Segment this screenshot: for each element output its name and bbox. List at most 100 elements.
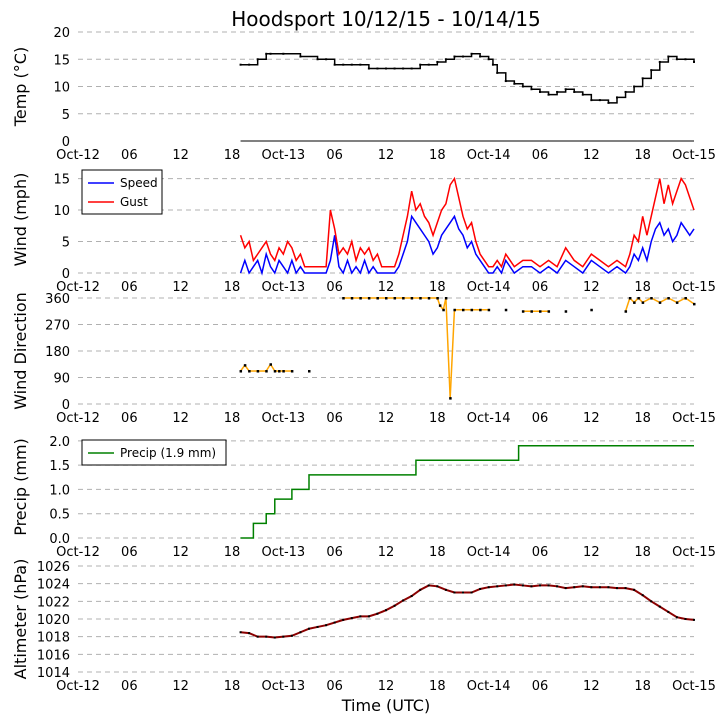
wind-x-tick-label: Oct-14 bbox=[467, 280, 511, 295]
wind-legend-label: Speed bbox=[120, 176, 158, 190]
altimeter-panel: 1014 1016 1018 1020 1022 1024 1026 Oct-12 06 12 18… bbox=[11, 559, 716, 694]
altimeter-y-tick-label: 1014 bbox=[37, 666, 70, 681]
altimeter-point bbox=[607, 586, 610, 589]
temp-point bbox=[479, 55, 482, 58]
altimeter-point bbox=[453, 591, 456, 594]
wind-x-tick-label: 06 bbox=[121, 280, 138, 295]
direction-point bbox=[290, 370, 294, 373]
direction-point bbox=[453, 308, 456, 312]
direction-point bbox=[684, 297, 687, 300]
altimeter-point bbox=[581, 585, 584, 588]
precip-x-tick-label: 18 bbox=[224, 545, 241, 560]
temp-point bbox=[410, 67, 413, 70]
direction-x-tick-label: 06 bbox=[532, 411, 549, 426]
direction-point bbox=[487, 308, 491, 312]
wind-x-tick-label: 12 bbox=[583, 280, 600, 295]
altimeter-point bbox=[359, 615, 362, 618]
precip-x-tick-label: Oct-12 bbox=[56, 545, 100, 560]
altimeter-point bbox=[444, 588, 447, 591]
wind-x-tick-label: 18 bbox=[224, 280, 241, 295]
direction-point bbox=[667, 297, 670, 300]
altimeter-point bbox=[658, 605, 661, 608]
altimeter-point bbox=[675, 616, 678, 619]
direction-point bbox=[530, 310, 533, 313]
altimeter-point bbox=[641, 594, 644, 597]
temp-point bbox=[641, 77, 644, 80]
temp-point bbox=[342, 63, 345, 66]
altimeter-point bbox=[684, 618, 687, 620]
altimeter-point bbox=[479, 587, 482, 590]
temp-y-tick-label: 15 bbox=[53, 53, 70, 68]
temp-y-tick-label: 5 bbox=[62, 108, 70, 123]
temp-point bbox=[650, 69, 653, 72]
direction-x-tick-label: 06 bbox=[326, 411, 343, 426]
direction-point bbox=[243, 364, 247, 367]
altimeter-point bbox=[436, 585, 439, 588]
altimeter-point bbox=[590, 586, 593, 589]
temp-point bbox=[547, 93, 550, 96]
precip-x-tick-label: Oct-13 bbox=[261, 545, 305, 560]
direction-point bbox=[521, 310, 525, 313]
direction-point bbox=[470, 308, 474, 312]
altimeter-point bbox=[667, 610, 670, 613]
wind-x-tick-label: 18 bbox=[634, 280, 651, 295]
altimeter-point bbox=[265, 635, 268, 638]
direction-point bbox=[248, 370, 251, 373]
altimeter-point bbox=[239, 631, 242, 634]
temp-point bbox=[675, 58, 678, 61]
wind-legend-label: Gust bbox=[120, 195, 148, 209]
altimeter-point bbox=[504, 584, 507, 587]
direction-point bbox=[427, 297, 431, 300]
temp-point bbox=[350, 63, 353, 66]
altimeter-x-tick-label: 06 bbox=[326, 679, 343, 694]
direction-x-tick-label: 12 bbox=[378, 411, 395, 426]
x-axis-label: Time (UTC) bbox=[341, 696, 430, 715]
altimeter-series-line bbox=[240, 583, 695, 639]
direction-point bbox=[444, 297, 448, 300]
altimeter-point bbox=[564, 587, 567, 590]
temp-point bbox=[333, 63, 336, 66]
altimeter-point bbox=[342, 618, 345, 621]
altimeter-point bbox=[385, 609, 387, 612]
direction-point bbox=[658, 301, 662, 304]
direction-point bbox=[282, 370, 285, 373]
wind-y-tick-label: 0 bbox=[62, 267, 70, 282]
temp-x-tick-label: 12 bbox=[583, 148, 600, 163]
altimeter-x-tick-label: Oct-14 bbox=[467, 679, 511, 694]
direction-point bbox=[650, 297, 653, 300]
temp-x-tick-label: 18 bbox=[224, 148, 241, 163]
temp-x-tick-label: Oct-12 bbox=[56, 148, 100, 163]
direction-segment bbox=[445, 297, 451, 399]
altimeter-point bbox=[427, 584, 430, 587]
precip-y-tick-label: 2.0 bbox=[49, 435, 70, 450]
altimeter-point bbox=[598, 586, 601, 589]
precip-legend-label: Precip (1.9 mm) bbox=[120, 446, 216, 460]
wind-legend-box bbox=[81, 169, 163, 215]
altimeter-x-tick-label: 18 bbox=[634, 679, 651, 694]
temp-point bbox=[616, 96, 618, 99]
altimeter-y-tick-label: 1016 bbox=[37, 648, 70, 663]
temp-point bbox=[239, 63, 242, 66]
temp-x-tick-label: 18 bbox=[634, 148, 651, 163]
altimeter-x-tick-label: Oct-12 bbox=[56, 679, 100, 694]
direction-point bbox=[410, 297, 414, 300]
temp-point bbox=[504, 80, 507, 83]
direction-x-tick-label: 18 bbox=[634, 411, 651, 426]
altimeter-x-tick-label: 18 bbox=[429, 679, 446, 694]
direction-y-tick-label: 270 bbox=[45, 319, 70, 334]
precip-x-tick-label: Oct-15 bbox=[672, 545, 716, 560]
direction-y-tick-label: 180 bbox=[45, 345, 70, 360]
direction-point bbox=[449, 397, 452, 400]
altimeter-point bbox=[410, 595, 413, 598]
temp-point bbox=[385, 67, 387, 70]
temp-y-tick-label: 0 bbox=[62, 135, 70, 150]
direction-x-tick-label: Oct-12 bbox=[56, 411, 100, 426]
altimeter-point bbox=[350, 617, 353, 620]
wind-y-tick-label: 5 bbox=[62, 236, 70, 251]
precip-x-tick-label: Oct-14 bbox=[467, 545, 511, 560]
wind-x-tick-label: Oct-12 bbox=[56, 280, 100, 295]
temp-point bbox=[299, 55, 302, 58]
direction-y-axis-label: Wind Direction bbox=[11, 292, 30, 410]
direction-x-tick-label: Oct-15 bbox=[672, 411, 716, 426]
